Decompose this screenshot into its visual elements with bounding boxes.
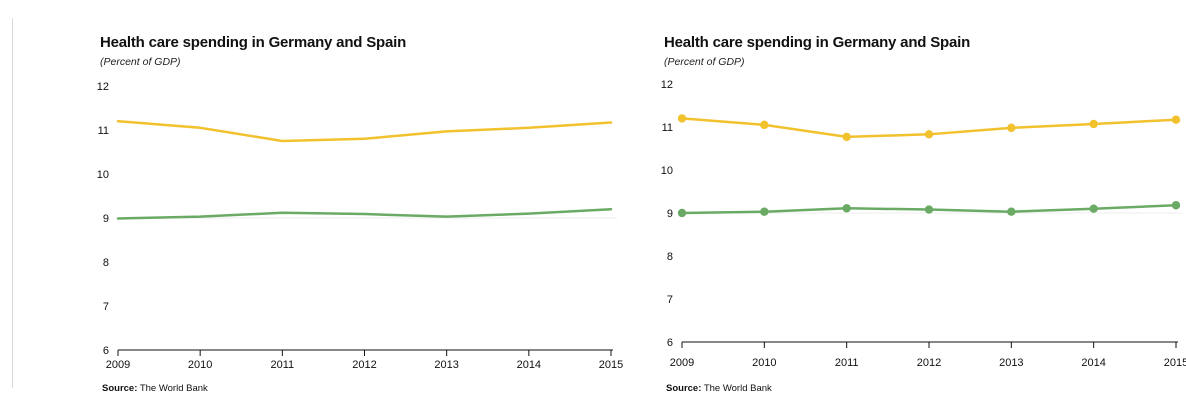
data-point	[677, 208, 687, 218]
chart-title: Health care spending in Germany and Spai…	[100, 34, 407, 51]
data-point	[760, 207, 769, 216]
left-divider	[12, 18, 13, 388]
y-tick-label: 7	[103, 301, 109, 313]
y-tick-label: 8	[103, 257, 109, 269]
data-point	[924, 205, 934, 214]
series-line-1	[116, 119, 613, 143]
x-tick-label: 2014	[517, 359, 541, 371]
x-tick-label: 2014	[1081, 357, 1105, 369]
chart-panel-1: Health care spending in Germany and Spai…	[97, 34, 623, 394]
x-tick-label: 2012	[917, 357, 941, 369]
y-tick-label: 6	[103, 345, 109, 357]
chart-panel-2: Health care spending in Germany and Spai…	[640, 0, 1186, 410]
y-tick-label: 7	[667, 294, 673, 306]
chart-title: Health care spending in Germany and Spai…	[664, 34, 971, 51]
source-text: The World Bank	[139, 383, 208, 394]
data-point	[1089, 119, 1098, 129]
x-tick-label: 2013	[999, 357, 1023, 369]
chart-subtitle: (Percent of GDP)	[664, 56, 745, 68]
data-point	[1171, 115, 1181, 124]
y-tick-label: 8	[667, 251, 673, 263]
x-tick-label: 2012	[352, 359, 376, 371]
x-tick-label: 2013	[434, 359, 458, 371]
x-tick-label: 2015	[599, 359, 623, 371]
x-tick-label: 2010	[188, 359, 212, 371]
y-tick-label: 6	[667, 337, 673, 349]
y-tick-label: 10	[97, 169, 109, 181]
y-tick-label: 12	[661, 79, 673, 91]
data-point	[760, 120, 769, 130]
y-tick-label: 9	[667, 208, 673, 220]
x-tick-label: 2010	[752, 357, 776, 369]
y-tick-label: 12	[97, 81, 109, 93]
chart-source: Source: The World Bank	[102, 383, 208, 394]
chart-source: Source: The World Bank	[666, 383, 772, 394]
chart-subtitle: (Percent of GDP)	[100, 56, 181, 68]
data-point	[1089, 204, 1098, 213]
line-chart-1: 6 7 8 9 10 11 12 2009 2010 2011 2012 2013 2014 2015	[97, 81, 623, 371]
source-label: Source:	[666, 383, 702, 394]
data-point	[1007, 207, 1016, 216]
x-tick-label: 2009	[106, 359, 130, 371]
data-point	[1007, 123, 1016, 133]
data-point	[924, 130, 934, 139]
series-line-2	[116, 207, 613, 220]
y-tick-label: 9	[103, 213, 109, 225]
data-point	[1171, 201, 1181, 210]
y-tick-label: 11	[662, 122, 673, 134]
y-tick-label: 11	[98, 125, 109, 137]
source-label: Source:	[102, 383, 138, 394]
x-tick-label: 2011	[835, 357, 859, 369]
data-point	[842, 132, 851, 142]
data-point	[677, 114, 687, 123]
y-tick-label: 10	[661, 165, 673, 177]
line-chart-2: 6 7 8 9 10 11 12 2009 2010 2011 2012 2013 2014 2015	[661, 79, 1186, 369]
x-tick-label: 2009	[670, 357, 694, 369]
data-point	[842, 204, 851, 213]
source-text: The World Bank	[703, 383, 772, 394]
x-tick-label: 2011	[271, 359, 295, 371]
x-tick-label: 2015	[1164, 357, 1186, 369]
